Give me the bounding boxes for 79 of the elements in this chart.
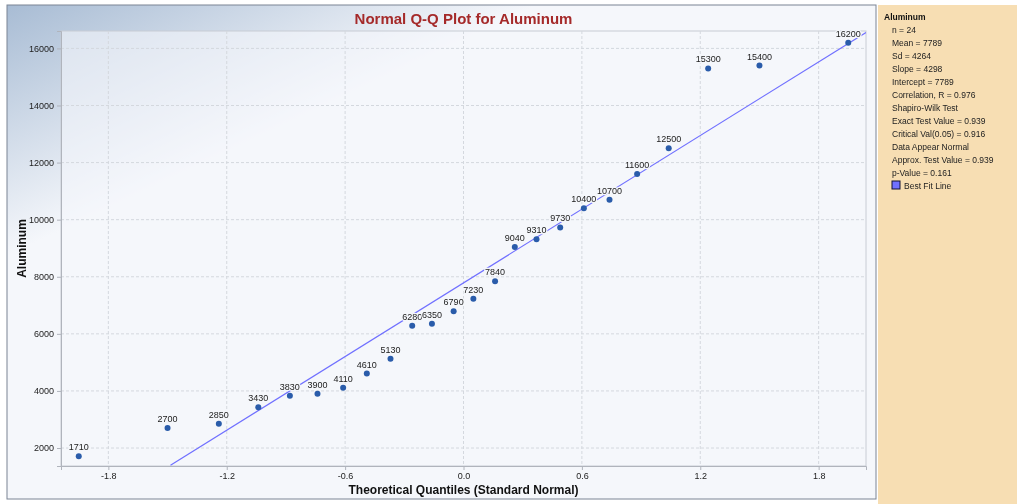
data-label: 5130 [380, 344, 401, 355]
x-tick-label: -1.2 [219, 471, 235, 482]
point [756, 62, 763, 69]
point [606, 196, 613, 203]
y-tick-label: 2000 [33, 443, 54, 454]
point [845, 39, 852, 46]
x-tick-label: -1.8 [101, 471, 117, 482]
text: Correlation, R = 0.976 [892, 90, 976, 100]
y-tick-label: 10000 [28, 215, 54, 226]
legend-title: Aluminum [884, 12, 926, 22]
point [75, 453, 82, 460]
data-label: 6350 [421, 309, 442, 320]
text: Mean = 7789 [892, 38, 943, 48]
text: Slope = 4298 [892, 64, 943, 74]
data-label: 4610 [356, 359, 377, 370]
point [665, 145, 672, 152]
data-label: 2700 [157, 414, 178, 425]
x-axis-title: Theoretical Quantiles (Standard Normal) [348, 483, 579, 497]
x-tick-label: 0.6 [576, 471, 589, 482]
y-tick-label: 14000 [28, 100, 54, 111]
point [255, 404, 262, 411]
data-label: 2850 [208, 409, 229, 420]
point [470, 295, 477, 302]
point [215, 420, 222, 427]
point [533, 236, 540, 243]
point [428, 320, 435, 327]
x-tick-label: -0.6 [337, 471, 354, 482]
data-label: 9310 [526, 225, 547, 236]
x-tick-label: 1.2 [694, 471, 708, 482]
chart-title: Normal Q-Q Plot for Aluminum [354, 10, 573, 27]
point [557, 224, 564, 231]
x-tick-label: 1.8 [812, 471, 826, 482]
legend-label: Best Fit Line [904, 181, 952, 191]
y-axis-title: Aluminum [15, 219, 29, 278]
text: Sd = 4264 [892, 51, 932, 61]
data-label: 16200 [835, 28, 861, 39]
point [409, 322, 416, 329]
text: Shapiro-Wilk Test [892, 103, 959, 113]
data-label: 3430 [248, 393, 269, 404]
y-tick-label: 16000 [28, 43, 54, 54]
point [340, 384, 347, 391]
point [492, 278, 499, 285]
point [705, 65, 712, 72]
data-label: 15300 [695, 54, 721, 65]
x-tick-label: 0.0 [457, 471, 471, 482]
text: p-Value = 0.161 [892, 168, 952, 178]
y-tick-label: 6000 [33, 329, 54, 340]
data-label: 3900 [307, 379, 328, 390]
point [450, 308, 457, 315]
point [580, 205, 587, 212]
point [387, 355, 394, 362]
y-tick-label: 12000 [28, 157, 54, 168]
data-label: 9730 [550, 213, 571, 224]
data-label: 3830 [279, 381, 300, 392]
point [286, 392, 293, 399]
data-label: 10400 [571, 194, 597, 205]
point [314, 390, 321, 397]
text: n = 24 [892, 25, 917, 35]
data-label: 7840 [485, 267, 506, 278]
data-label: 4110 [333, 373, 353, 384]
point [164, 425, 171, 432]
y-tick-label: 8000 [33, 272, 54, 283]
data-label: 15400 [746, 51, 772, 62]
data-label: 6790 [443, 297, 464, 308]
data-label: 9040 [504, 233, 525, 244]
point [363, 370, 370, 377]
point [634, 171, 641, 177]
text: Critical Val(0.05) = 0.916 [892, 129, 986, 139]
data-label: 1710 [68, 442, 89, 453]
data-label: 11600 [624, 160, 650, 170]
point [511, 244, 518, 251]
text: Data Appear Normal [892, 142, 970, 152]
data-label: 12500 [656, 134, 682, 145]
data-label: 7230 [463, 284, 484, 295]
text: Approx. Test Value = 0.939 [892, 155, 994, 165]
data-label: 10700 [596, 185, 623, 196]
y-tick-label: 4000 [33, 386, 54, 397]
text: Exact Test Value = 0.939 [892, 116, 986, 126]
text: Intercept = 7789 [892, 77, 954, 87]
